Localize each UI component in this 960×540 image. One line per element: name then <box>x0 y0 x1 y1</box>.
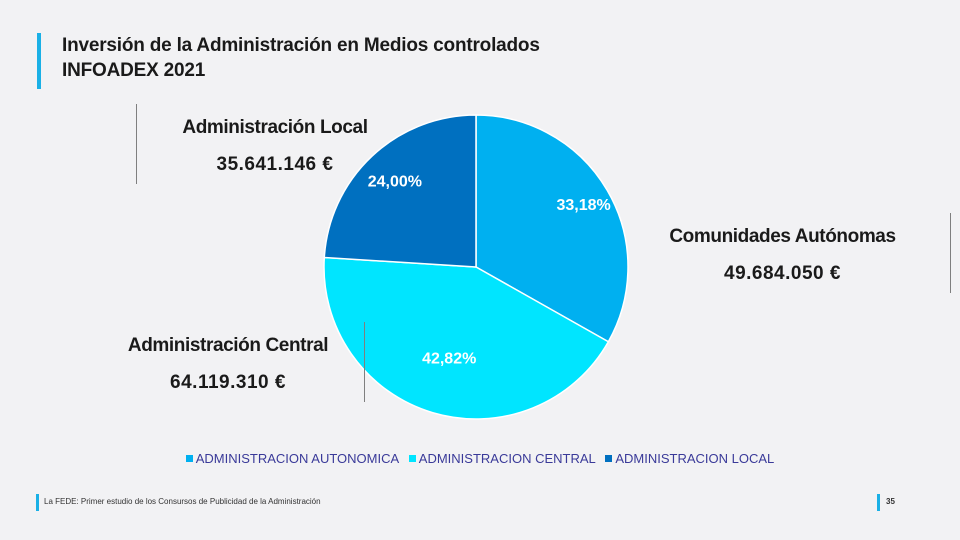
page-number: 35 <box>886 497 895 506</box>
title-accent-bar <box>37 33 41 89</box>
callout-local-amount: 35.641.146 € <box>216 154 334 175</box>
slice-label-local: 24,00% <box>368 174 422 191</box>
slice-label-central: 42,82% <box>422 350 476 367</box>
callout-line-autonomas <box>950 213 951 293</box>
slice-local <box>323 114 477 268</box>
title-line-1: Inversión de la Administración en Medios… <box>62 35 540 56</box>
footer-source: La FEDE: Primer estudio de los Consursos… <box>44 497 321 506</box>
page-title: Inversión de la Administración en Medios… <box>62 33 662 83</box>
legend-swatch-autonomica <box>185 455 193 463</box>
legend-item-local: ADMINISTRACION LOCAL <box>605 451 774 466</box>
callout-central: Administración Central 64.119.310 € <box>108 334 348 395</box>
legend-label-autonomica: ADMINISTRACION AUTONOMICA <box>195 451 400 466</box>
page-number-accent-bar <box>877 494 880 511</box>
slice-autonomica <box>475 114 629 343</box>
slice-central <box>323 256 610 420</box>
legend-swatch-central <box>408 455 416 463</box>
callout-central-name: Administración Central <box>127 335 329 356</box>
legend-item-central: ADMINISTRACION CENTRAL <box>408 451 596 466</box>
title-line-2: INFOADEX 2021 <box>62 60 206 81</box>
callout-local: Administración Local 35.641.146 € <box>160 116 390 177</box>
callout-local-name: Administración Local <box>182 117 368 138</box>
chart-legend: ADMINISTRACION AUTONOMICA ADMINISTRACION… <box>0 451 960 466</box>
slice-label-autonomica: 33,18% <box>557 197 611 214</box>
callout-autonomas-name: Comunidades Autónomas <box>669 226 896 247</box>
callout-line-local <box>136 104 137 184</box>
legend-label-local: ADMINISTRACION LOCAL <box>615 451 775 466</box>
footer-accent-bar <box>36 494 39 511</box>
callout-line-central <box>364 322 365 402</box>
callout-autonomas: Comunidades Autónomas 49.684.050 € <box>655 225 910 286</box>
callout-autonomas-amount: 49.684.050 € <box>724 263 841 284</box>
callout-central-amount: 64.119.310 € <box>170 372 286 393</box>
legend-label-central: ADMINISTRACION CENTRAL <box>418 451 596 466</box>
legend-item-autonomica: ADMINISTRACION AUTONOMICA <box>185 451 400 466</box>
legend-swatch-local <box>605 455 613 463</box>
